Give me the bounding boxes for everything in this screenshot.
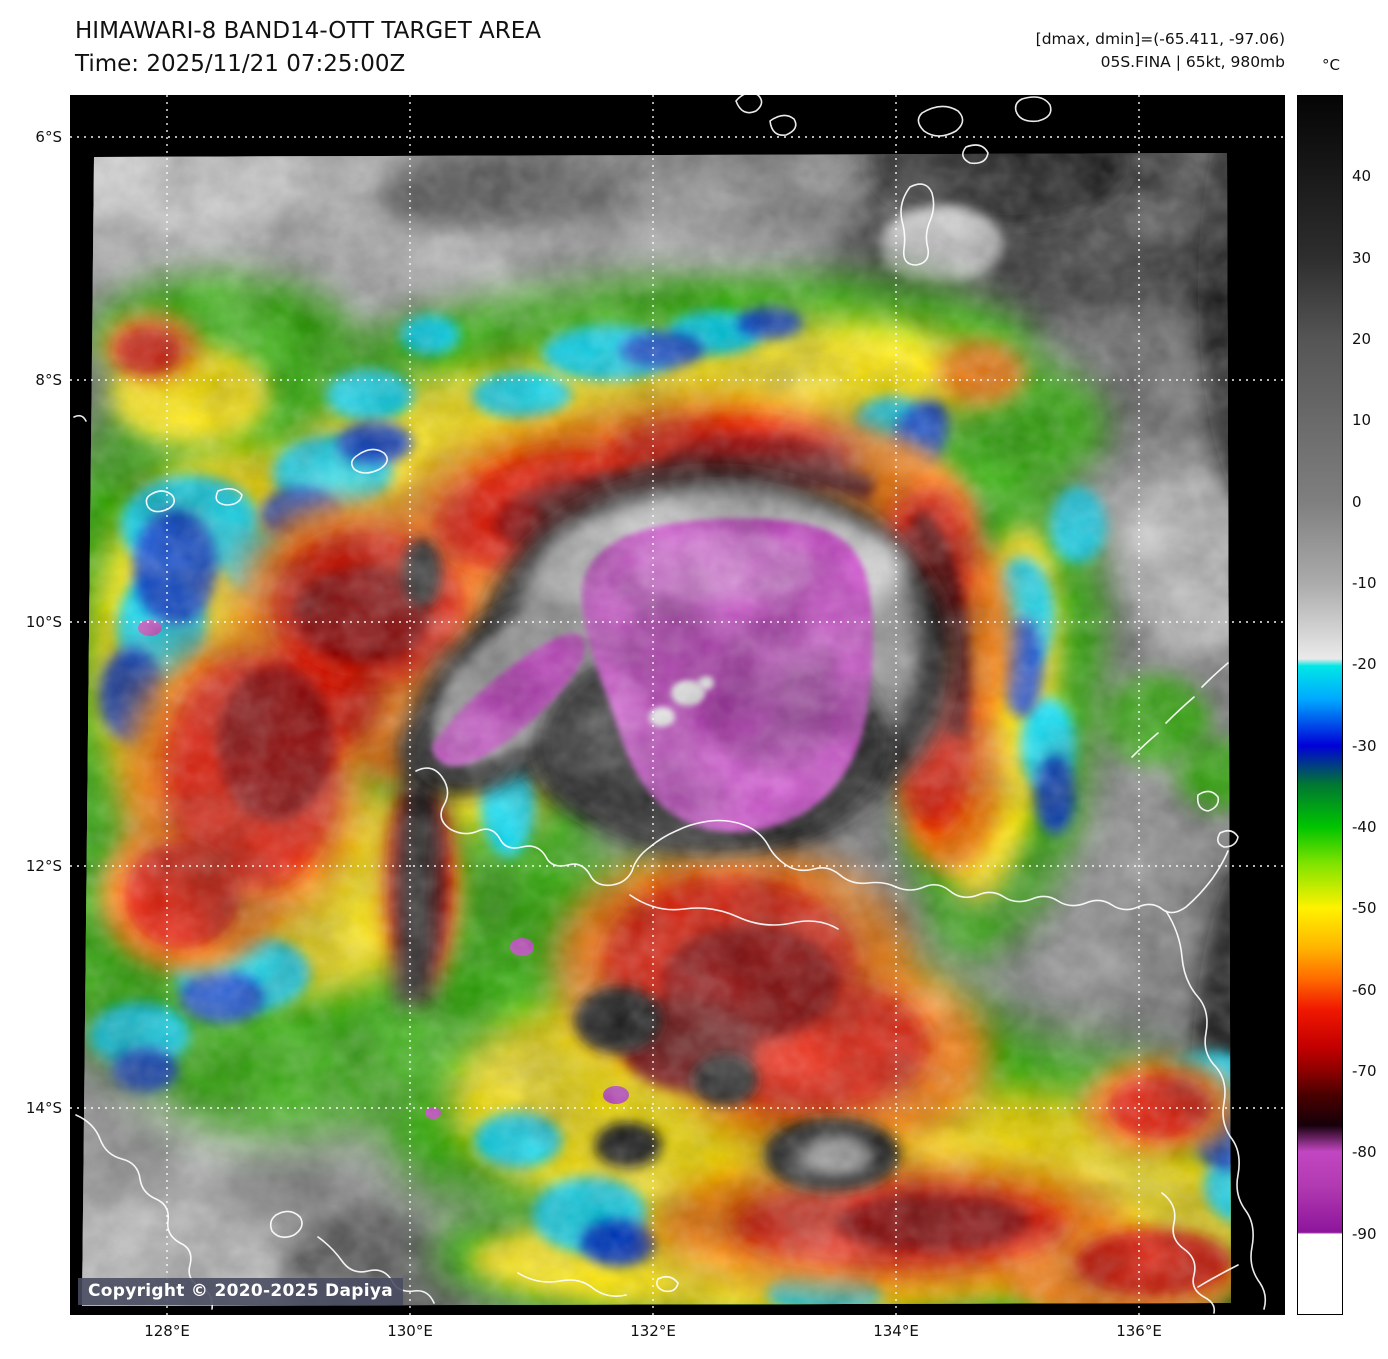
lon-label: 136°E xyxy=(1116,1322,1162,1340)
colorbar-tick-label: -70 xyxy=(1352,1062,1377,1080)
colorbar-tick-label: -50 xyxy=(1352,899,1377,917)
cloud-imagery xyxy=(82,153,1231,1306)
colorbar-tick-label: -80 xyxy=(1352,1143,1377,1161)
colorbar-tick-label: 20 xyxy=(1352,330,1372,348)
cloud-texture-fine xyxy=(82,153,1231,1306)
colorbar-tick-label: -40 xyxy=(1352,818,1377,836)
colorbar-tick-label: -20 xyxy=(1352,655,1377,673)
lon-label: 130°E xyxy=(387,1322,433,1340)
colorbar-tick-label: 40 xyxy=(1352,167,1372,185)
page-title: HIMAWARI-8 BAND14-OTT TARGET AREA xyxy=(75,18,542,44)
lon-label: 128°E xyxy=(144,1322,190,1340)
lat-label: 12°S xyxy=(25,857,62,875)
colorbar-tick-label: -60 xyxy=(1352,981,1377,999)
lat-label: 14°S xyxy=(25,1099,62,1117)
colorbar-tick-label: -10 xyxy=(1352,574,1377,592)
temperature-colorbar xyxy=(1297,95,1343,1315)
colorbar-tick-label: -30 xyxy=(1352,737,1377,755)
copyright-badge: Copyright © 2020-2025 Dapiya xyxy=(78,1278,403,1305)
colorbar-unit-label: °C xyxy=(1322,56,1340,74)
lat-label: 10°S xyxy=(25,613,62,631)
lon-label: 134°E xyxy=(873,1322,919,1340)
coastline-overlay xyxy=(73,95,1267,1314)
colorbar-tick-label: 0 xyxy=(1352,493,1362,511)
lon-label: 132°E xyxy=(630,1322,676,1340)
lat-label: 6°S xyxy=(35,128,62,146)
satellite-image xyxy=(70,95,1285,1315)
colorbar-tick-label: 30 xyxy=(1352,249,1372,267)
lat-label: 8°S xyxy=(35,371,62,389)
colorbar-tick-label: -90 xyxy=(1352,1225,1377,1243)
colorbar-tick-label: 10 xyxy=(1352,411,1372,429)
latlon-grid xyxy=(70,95,1285,1315)
satellite-map: Copyright © 2020-2025 Dapiya xyxy=(70,95,1285,1315)
storm-info: 05S.FINA | 65kt, 980mb xyxy=(1100,53,1285,71)
timestamp: Time: 2025/11/21 07:25:00Z xyxy=(75,51,406,77)
dmax-dmin-readout: [dmax, dmin]=(-65.411, -97.06) xyxy=(1035,30,1285,48)
